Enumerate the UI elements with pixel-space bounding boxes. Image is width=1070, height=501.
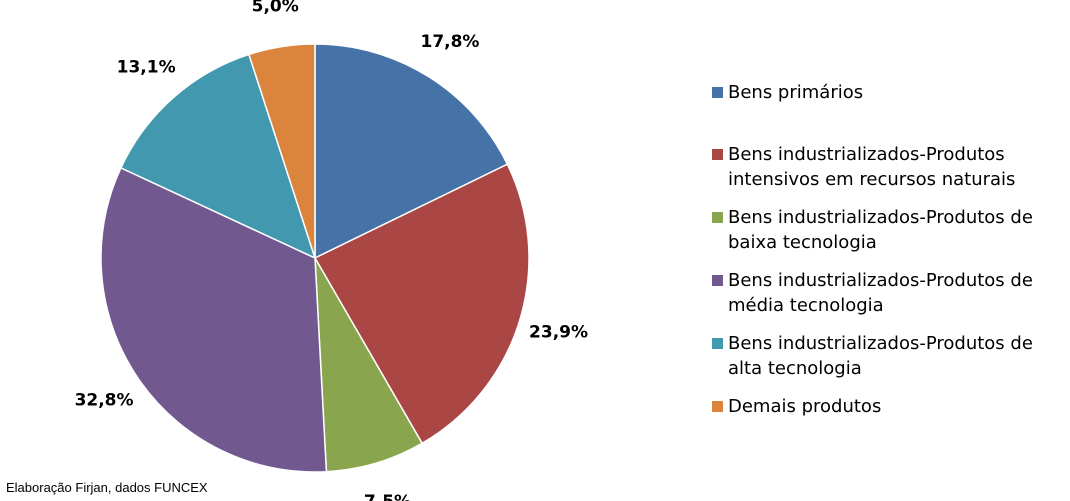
- data-label: 23,9%: [529, 322, 588, 342]
- legend-label: Bens primários: [728, 82, 864, 103]
- legend-swatch: [712, 338, 723, 349]
- legend-swatch: [712, 275, 723, 286]
- legend-swatch: [712, 401, 723, 412]
- legend-swatch: [712, 87, 723, 98]
- legend-label: Bens industrializados-Produtos intensivo…: [728, 144, 1016, 190]
- legend-label: Bens industrializados-Produtos de baixa …: [728, 207, 1033, 253]
- data-label: 17,8%: [420, 32, 479, 52]
- pie-slice: [100, 166, 328, 473]
- legend-item: Bens industrializados-Produtos de média …: [712, 268, 1062, 318]
- legend-swatch: [712, 212, 723, 223]
- data-label: 13,1%: [117, 57, 176, 77]
- legend-item: Bens industrializados-Produtos de alta t…: [712, 331, 1062, 381]
- pie-slice: [119, 53, 317, 260]
- legend-label: Demais produtos: [728, 396, 882, 417]
- legend-item: Bens industrializados-Produtos de baixa …: [712, 205, 1062, 255]
- legend-item: Bens primários: [712, 80, 1062, 105]
- data-label: 5,0%: [252, 0, 299, 16]
- source-note: Elaboração Firjan, dados FUNCEX: [6, 480, 208, 495]
- data-label: 32,8%: [75, 391, 134, 411]
- legend-label: Bens industrializados-Produtos de alta t…: [728, 333, 1033, 379]
- pie-slice: [314, 257, 424, 473]
- legend-label: Bens industrializados-Produtos de média …: [728, 270, 1033, 316]
- pie-slice: [314, 43, 509, 260]
- chart: 17,8% 23,9% 7,5% 32,8% 13,1% 5,0%: [75, 0, 588, 501]
- pie-slice: [247, 43, 316, 259]
- legend-swatch: [712, 149, 723, 160]
- legend-item: Demais produtos: [712, 394, 1062, 419]
- legend: Bens primários Bens industrializados-Prod…: [712, 80, 1062, 432]
- legend-item: Bens industrializados-Produtos intensivo…: [712, 142, 1062, 192]
- data-label: 7,5%: [364, 492, 411, 501]
- pie-slice: [313, 163, 530, 445]
